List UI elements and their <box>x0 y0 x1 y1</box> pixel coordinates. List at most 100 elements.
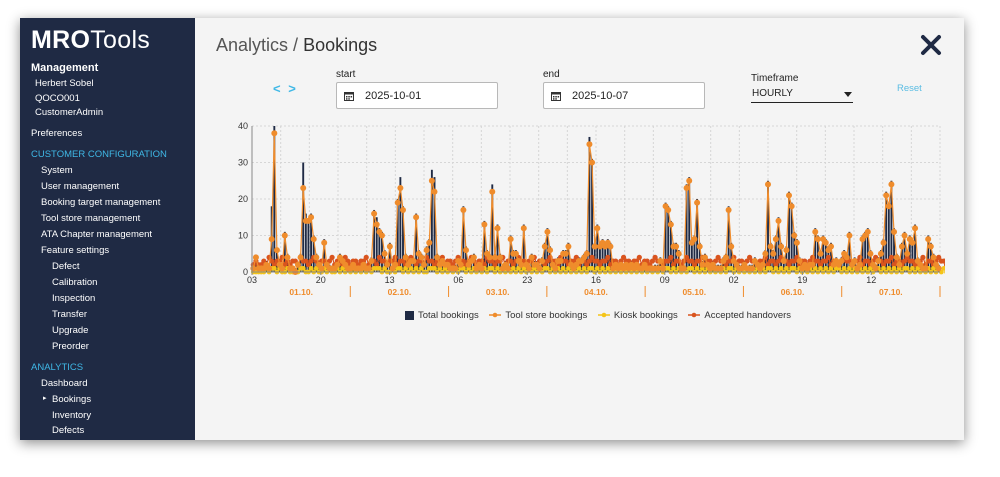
sidebar-item-booking-target-management[interactable]: Booking target management <box>41 197 161 208</box>
tool-store-point <box>431 188 438 195</box>
tool-store-point <box>767 243 774 250</box>
tool-store-point <box>434 254 441 261</box>
tool-store-point <box>386 243 393 250</box>
sidebar-item-bookings[interactable]: ▸ Bookings <box>43 394 91 405</box>
tool-store-point <box>494 225 501 232</box>
handovers-point <box>815 258 821 264</box>
reset-button[interactable]: Reset <box>897 83 922 94</box>
handovers-point <box>886 258 892 264</box>
tool-store-point <box>898 243 905 250</box>
kiosk-point <box>881 265 886 271</box>
sidebar-item-upgrade[interactable]: Upgrade <box>52 325 89 336</box>
total-bookings-bar <box>596 224 599 272</box>
sidebar-item-transfer[interactable]: Transfer <box>52 309 88 320</box>
sidebar-item-dashboard[interactable]: Dashboard <box>41 378 88 389</box>
kiosk-point <box>791 265 797 271</box>
kiosk-point <box>778 265 784 271</box>
total-bookings-bar <box>591 158 594 272</box>
sidebar-item-calibration[interactable]: Calibration <box>52 277 98 288</box>
sidebar-heading: Management <box>31 62 99 74</box>
start-date-input[interactable]: 2025-10-01 <box>336 82 498 109</box>
tool-store-point <box>452 265 459 272</box>
sidebar-item-preferences[interactable]: Preferences <box>31 128 83 139</box>
tool-store-point <box>893 254 900 261</box>
y-tick-label: 0 <box>243 267 248 277</box>
sidebar-item-ata-chapter-management[interactable]: ATA Chapter management <box>41 229 153 240</box>
timeframe-select[interactable]: HOURLY <box>751 86 853 103</box>
tool-store-point <box>252 254 259 261</box>
sidebar-item-feature-settings[interactable]: Feature settings <box>41 245 110 256</box>
sidebar-item-defect[interactable]: Defect <box>52 261 80 272</box>
total-bookings-bar <box>769 242 772 272</box>
total-bookings-bar <box>496 224 499 272</box>
close-button[interactable] <box>919 33 943 57</box>
total-bookings-bar <box>869 250 872 272</box>
legend-item-kiosk[interactable]: Kiosk bookings <box>597 310 678 321</box>
legend-item-handovers[interactable]: Accepted handovers <box>688 310 791 321</box>
tool-store-point <box>518 261 525 268</box>
total-bookings-bar <box>323 239 326 272</box>
tool-store-point <box>428 177 435 184</box>
tool-store-point <box>864 228 871 235</box>
period-nav-arrows[interactable]: < > <box>273 81 298 96</box>
kiosk-point <box>768 265 774 271</box>
handovers-point <box>376 254 382 260</box>
tool-store-point <box>696 243 703 250</box>
day-label: 01.10. <box>289 287 313 297</box>
end-date-input[interactable]: 2025-10-07 <box>543 82 705 109</box>
total-bookings-bar <box>399 177 402 272</box>
total-bookings-bar <box>522 224 525 272</box>
handovers-point <box>786 262 792 268</box>
total-bookings-bar <box>830 242 832 272</box>
sidebar-item-tool-store-management[interactable]: Tool store management <box>41 213 141 224</box>
breadcrumb-current: Bookings <box>303 35 378 55</box>
total-bookings-bar <box>559 257 562 272</box>
total-bookings-bar <box>412 257 415 272</box>
tool-store-point <box>284 254 291 261</box>
total-bookings-bar <box>310 213 313 272</box>
legend-label-handovers: Accepted handovers <box>704 310 792 321</box>
end-label: end <box>543 69 560 80</box>
kiosk-point <box>689 265 695 271</box>
total-bookings-bar <box>685 184 688 272</box>
total-bookings-bar <box>543 242 546 272</box>
main-content: Analytics / Bookings < > start 2025-10-0… <box>195 18 964 440</box>
bookings-chart: 0 10 20 30 40 03 20 13 06 23 16 09 02 19 12 01.10. 02.10… <box>238 121 945 297</box>
kiosk-point <box>271 265 277 271</box>
sidebar-item-defects[interactable]: Defects <box>52 425 85 436</box>
chart-grid <box>251 125 941 273</box>
page-title: Analytics / Bookings <box>216 35 377 56</box>
kiosk-point <box>665 265 671 271</box>
tool-store-point <box>397 185 404 192</box>
sidebar-item-preorder[interactable]: Preorder <box>52 341 89 352</box>
tool-store-point <box>659 265 666 272</box>
sidebar-item-user-management[interactable]: User management <box>41 181 120 192</box>
total-bookings-bar <box>307 220 310 272</box>
kiosk-point <box>413 265 419 271</box>
total-bookings-bar <box>914 224 916 272</box>
total-bookings-bar <box>297 264 299 272</box>
handovers-point <box>747 254 753 260</box>
tool-store-point <box>297 254 304 261</box>
logo-light: Tools <box>90 26 151 54</box>
breadcrumb-section[interactable]: Analytics <box>216 35 289 55</box>
tool-store-point <box>896 261 903 268</box>
handovers-point <box>665 258 671 264</box>
handovers-point <box>597 262 603 268</box>
legend-item-total[interactable]: Total bookings <box>405 310 479 321</box>
total-bookings-bar <box>512 250 515 272</box>
total-bookings-bar <box>609 242 612 272</box>
kiosk-point <box>581 265 587 271</box>
kiosk-point <box>671 265 676 271</box>
kiosk-point <box>941 265 945 271</box>
sidebar-item-inventory[interactable]: Inventory <box>52 410 92 421</box>
sidebar-item-inspection[interactable]: Inspection <box>52 293 96 304</box>
sidebar-item-system[interactable]: System <box>41 165 73 176</box>
kiosk-point <box>886 265 892 271</box>
legend-item-tool-store[interactable]: Tool store bookings <box>489 310 587 321</box>
handovers-point <box>909 258 916 264</box>
tool-store-point <box>680 265 687 272</box>
handovers-point <box>605 254 611 260</box>
tool-store-point <box>891 228 898 235</box>
tool-store-point <box>791 232 798 239</box>
